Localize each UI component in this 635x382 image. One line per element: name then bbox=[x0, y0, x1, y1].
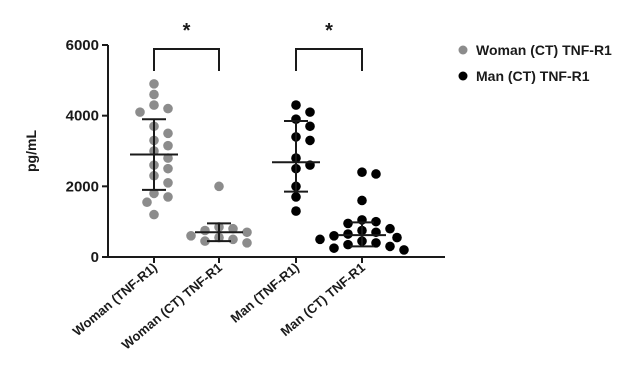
data-point bbox=[163, 178, 173, 188]
data-point bbox=[371, 216, 381, 227]
data-point bbox=[163, 153, 173, 163]
data-point bbox=[135, 107, 145, 117]
data-point bbox=[343, 229, 353, 239]
data-point bbox=[163, 192, 173, 202]
y-tick-label: 0 bbox=[91, 249, 99, 266]
data-point bbox=[392, 232, 402, 243]
y-tick-label: 2000 bbox=[66, 178, 99, 195]
y-tick-label: 6000 bbox=[66, 37, 99, 54]
data-point bbox=[214, 181, 224, 192]
data-point bbox=[149, 188, 159, 199]
data-point bbox=[149, 89, 159, 100]
data-point bbox=[291, 192, 301, 202]
data-point bbox=[242, 238, 252, 248]
data-point bbox=[228, 234, 238, 245]
y-axis-title: pg/mL bbox=[23, 130, 39, 172]
legend-label: Woman (CT) TNF-R1 bbox=[476, 42, 612, 58]
significance-brackets: * * bbox=[153, 20, 363, 71]
data-point bbox=[200, 225, 210, 236]
data-point bbox=[385, 241, 395, 252]
legend-label: Man (CT) TNF-R1 bbox=[476, 68, 590, 84]
data-point bbox=[305, 135, 315, 146]
data-point bbox=[371, 238, 381, 248]
data-point bbox=[291, 100, 301, 110]
data-point bbox=[242, 227, 252, 238]
data-point bbox=[399, 245, 409, 255]
data-point bbox=[315, 234, 325, 245]
data-point bbox=[163, 128, 173, 139]
data-point bbox=[385, 223, 395, 234]
data-point bbox=[186, 231, 196, 241]
data-point bbox=[149, 100, 159, 110]
data-point bbox=[305, 121, 315, 132]
data-point bbox=[343, 218, 353, 229]
significance-label: * bbox=[183, 20, 191, 42]
data-point bbox=[142, 197, 152, 208]
data-points bbox=[135, 79, 409, 255]
data-point bbox=[200, 236, 210, 246]
significance-bracket bbox=[295, 48, 363, 71]
data-point bbox=[163, 140, 173, 151]
error-bars bbox=[130, 118, 386, 248]
legend-marker bbox=[458, 45, 468, 55]
significance-bracket bbox=[153, 48, 220, 71]
legend: Woman (CT) TNF-R1 Man (CT) TNF-R1 bbox=[458, 42, 612, 84]
data-point bbox=[163, 103, 173, 114]
data-point bbox=[149, 79, 159, 89]
data-point bbox=[343, 239, 353, 250]
data-point bbox=[329, 231, 339, 241]
data-point bbox=[329, 243, 339, 253]
data-point bbox=[228, 223, 238, 234]
data-point bbox=[371, 169, 381, 179]
data-point bbox=[163, 163, 173, 174]
data-point bbox=[305, 107, 315, 117]
y-tick-label: 4000 bbox=[66, 108, 99, 125]
data-point bbox=[357, 167, 367, 177]
legend-marker bbox=[458, 71, 468, 81]
data-point bbox=[291, 206, 301, 216]
data-point bbox=[357, 195, 367, 206]
data-point bbox=[149, 209, 159, 220]
significance-label: * bbox=[325, 20, 333, 42]
